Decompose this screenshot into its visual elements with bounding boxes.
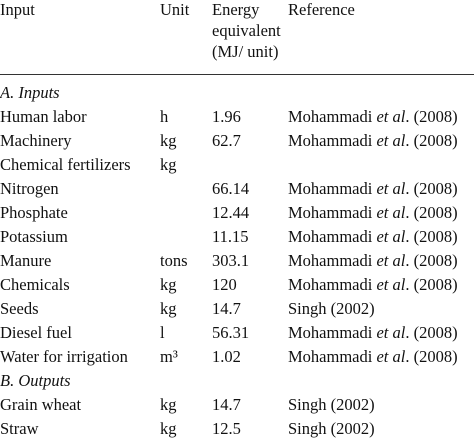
cell-input: Phosphate (0, 203, 68, 222)
reference-part: et al (376, 227, 406, 246)
cell-reference: Singh (2002) (288, 419, 375, 439)
reference-part: et al (376, 323, 406, 342)
cell-energy: 120 (212, 275, 237, 294)
cell-energy: 56.31 (212, 323, 250, 342)
cell-reference: Mohammadi et al. (2008) (288, 179, 458, 199)
cell-unit: kg (160, 275, 177, 294)
reference-part: . (2008) (405, 251, 458, 270)
reference-part: et al (376, 203, 406, 222)
cell-energy: 303.1 (212, 251, 250, 270)
cell-energy: 1.96 (212, 107, 241, 126)
reference-part: Mohammadi (288, 275, 373, 294)
reference-part: Mohammadi (288, 107, 373, 126)
cell-input: Diesel fuel (0, 323, 72, 342)
cell-reference: Singh (2002) (288, 299, 375, 319)
cell-input: Machinery (0, 131, 72, 150)
cell-energy: 66.14 (212, 179, 250, 198)
cell-input: Grain wheat (0, 395, 82, 414)
cell-unit: kg (160, 299, 177, 318)
reference-part: et al (376, 251, 406, 270)
cell-input: Nitrogen (0, 179, 59, 198)
section-title: A. Inputs (0, 83, 60, 102)
reference-part: . (2008) (405, 275, 458, 294)
reference-part: et al (376, 131, 406, 150)
cell-unit: tons (160, 251, 188, 270)
reference-part: et al (376, 107, 406, 126)
cell-energy: 1.02 (212, 347, 241, 366)
cell-unit: l (160, 323, 165, 342)
header-rule (0, 74, 474, 75)
cell-reference: Singh (2002) (288, 395, 375, 415)
cell-unit: kg (160, 395, 177, 414)
cell-input: Water for irrigation (0, 347, 128, 366)
cell-energy: 14.7 (212, 395, 241, 414)
reference-part: Mohammadi (288, 251, 373, 270)
reference-part: . (2008) (405, 227, 458, 246)
cell-energy: 12.5 (212, 419, 241, 438)
header-energy: (MJ/ unit) (212, 42, 279, 61)
reference-part: et al (376, 275, 406, 294)
cell-input: Human labor (0, 107, 87, 126)
cell-unit: kg (160, 419, 177, 438)
reference-part: Mohammadi (288, 131, 373, 150)
header-energy: Energy (212, 0, 260, 19)
cell-unit: h (160, 107, 169, 126)
cell-reference: Mohammadi et al. (2008) (288, 323, 458, 343)
reference-part: . (2008) (405, 347, 458, 366)
cell-reference: Mohammadi et al. (2008) (288, 251, 458, 271)
cell-unit: kg (160, 155, 177, 174)
reference-part: . (2008) (405, 131, 458, 150)
cell-input: Manure (0, 251, 52, 270)
cell-reference: Mohammadi et al. (2008) (288, 131, 458, 151)
reference-part: Mohammadi (288, 203, 373, 222)
cell-input: Seeds (0, 299, 39, 318)
cell-input: Potassium (0, 227, 68, 246)
reference-part: Mohammadi (288, 347, 373, 366)
cell-reference: Mohammadi et al. (2008) (288, 203, 458, 223)
reference-part: Singh (2002) (288, 299, 375, 318)
reference-part: Mohammadi (288, 179, 373, 198)
cell-reference: Mohammadi et al. (2008) (288, 107, 458, 127)
reference-part: Mohammadi (288, 323, 373, 342)
cell-input: Chemical fertilizers (0, 155, 131, 174)
cell-energy: 14.7 (212, 299, 241, 318)
cell-energy: 62.7 (212, 131, 241, 150)
reference-part: . (2008) (405, 107, 458, 126)
cell-energy: 12.44 (212, 203, 250, 222)
reference-part: et al (376, 179, 406, 198)
cell-input: Straw (0, 419, 39, 438)
reference-part: Singh (2002) (288, 419, 375, 438)
cell-unit: kg (160, 131, 177, 150)
section-title: B. Outputs (0, 371, 71, 390)
header-reference: Reference (288, 0, 355, 19)
reference-part: et al (376, 347, 406, 366)
header-unit: Unit (160, 0, 190, 19)
cell-input: Chemicals (0, 275, 70, 294)
cell-reference: Mohammadi et al. (2008) (288, 275, 458, 295)
header-input: Input (0, 0, 35, 19)
header-energy: equivalent (212, 21, 281, 40)
cell-energy: 11.15 (212, 227, 249, 246)
cell-reference: Mohammadi et al. (2008) (288, 227, 458, 247)
reference-part: Singh (2002) (288, 395, 375, 414)
cell-unit: m³ (160, 347, 178, 366)
reference-part: . (2008) (405, 203, 458, 222)
reference-part: . (2008) (405, 323, 458, 342)
reference-part: Mohammadi (288, 227, 373, 246)
reference-part: . (2008) (405, 179, 458, 198)
cell-reference: Mohammadi et al. (2008) (288, 347, 458, 367)
